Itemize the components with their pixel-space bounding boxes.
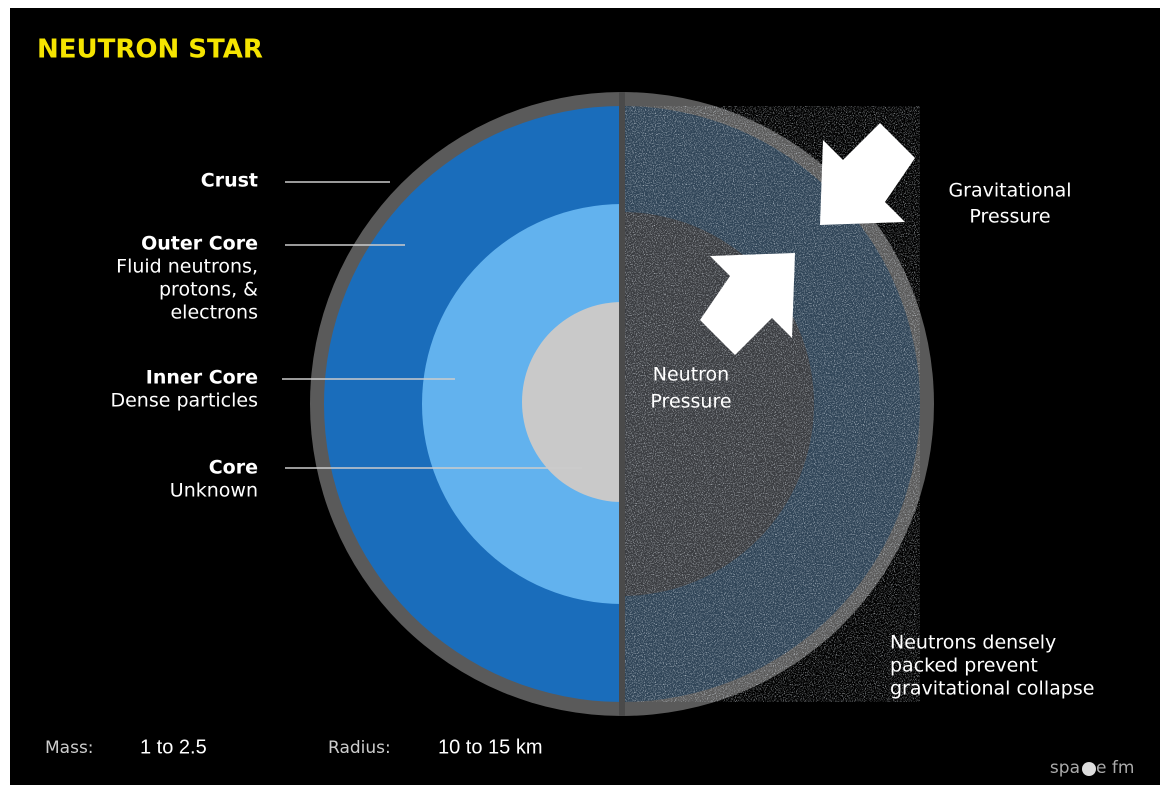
layer-name: Inner Core	[146, 367, 258, 389]
stat-label: Mass:	[45, 738, 94, 758]
stat-value: 10 to 15 km	[438, 736, 543, 758]
leader-lines	[282, 181, 582, 469]
force-label: Neutron	[653, 364, 729, 386]
layer-description: Dense particles	[110, 390, 258, 412]
force-label: Gravitational	[948, 180, 1071, 202]
layer-name: Core	[209, 457, 258, 479]
force-label: Pressure	[969, 206, 1050, 228]
arrow-inward	[820, 123, 915, 225]
layer-description: Unknown	[170, 480, 258, 502]
note: gravitational collapse	[890, 678, 1094, 700]
layer-name: Crust	[201, 170, 258, 192]
layer-description: Fluid neutrons,	[116, 256, 258, 278]
note: packed prevent	[890, 655, 1038, 677]
logo: spa	[1050, 758, 1080, 778]
texture	[622, 106, 920, 702]
note: Neutrons densely	[890, 632, 1056, 654]
title: NEUTRON STAR	[37, 35, 263, 65]
layer-description: protons, &	[159, 279, 258, 301]
stat-label: Radius:	[328, 738, 391, 758]
stat-value: 1 to 2.5	[140, 736, 207, 758]
logo-icon	[1082, 762, 1096, 776]
arrow-outward	[700, 253, 795, 355]
core	[522, 302, 622, 502]
logo: e fm	[1096, 758, 1134, 778]
force-label: Pressure	[650, 391, 731, 413]
layer-name: Outer Core	[141, 233, 258, 255]
layer-description: electrons	[170, 302, 258, 324]
